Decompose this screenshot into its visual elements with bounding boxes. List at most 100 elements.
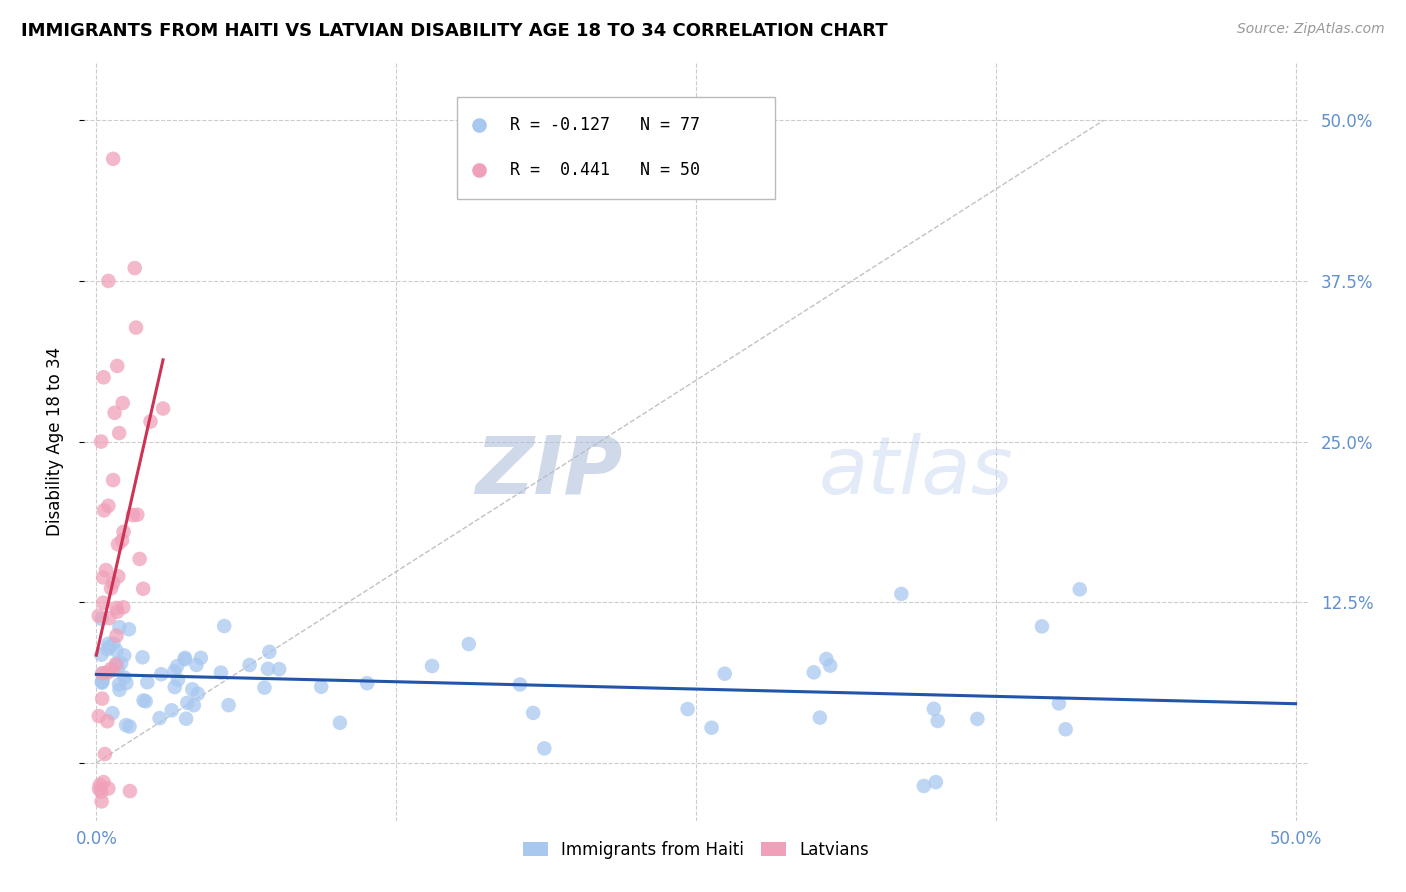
Point [118, 719, 141, 733]
Point [90, 612, 112, 626]
Point [96, 665, 118, 680]
Point [108, 620, 131, 634]
Point [91, 666, 114, 681]
Point [90, 794, 112, 808]
Point [118, 784, 141, 798]
Point [112, 524, 135, 539]
Point [103, 637, 125, 651]
Point [121, 508, 143, 523]
Point [190, 651, 212, 665]
Point [186, 657, 208, 672]
Point [97, 637, 120, 651]
FancyBboxPatch shape [457, 96, 776, 199]
Point [257, 662, 280, 676]
Point [115, 676, 138, 690]
Point [131, 650, 153, 665]
Point [132, 693, 155, 707]
Point [101, 473, 124, 487]
Point [509, 677, 531, 691]
Point [107, 537, 129, 551]
Point [108, 682, 131, 697]
Point [101, 706, 124, 720]
Point [98, 611, 121, 625]
Point [927, 714, 949, 728]
Point [174, 650, 197, 665]
Point [269, 662, 291, 676]
Point [105, 601, 128, 615]
Point [815, 652, 838, 666]
Point [91, 675, 114, 690]
Point [166, 659, 188, 673]
Point [922, 702, 945, 716]
Point [104, 406, 127, 420]
Point [91, 666, 114, 681]
Point [100, 582, 122, 596]
Point [93, 775, 115, 789]
Point [890, 587, 912, 601]
Point [149, 711, 172, 725]
Point [253, 681, 276, 695]
Point [89, 778, 111, 792]
Point [93, 503, 115, 517]
Point [329, 715, 352, 730]
Point [97, 781, 120, 796]
Point [97, 499, 120, 513]
Point [181, 682, 204, 697]
Point [713, 666, 735, 681]
Point [112, 648, 135, 663]
Point [925, 775, 948, 789]
Point [91, 691, 114, 706]
Point [105, 605, 128, 619]
Point [218, 698, 240, 713]
Point [139, 415, 162, 429]
Point [309, 680, 332, 694]
Point [187, 687, 209, 701]
Point [176, 696, 198, 710]
Point [1047, 697, 1070, 711]
Point [91, 596, 114, 610]
Point [112, 600, 135, 615]
Point [259, 645, 281, 659]
Point [107, 569, 129, 583]
Point [105, 629, 128, 643]
Point [356, 676, 378, 690]
Point [522, 706, 544, 720]
Point [127, 508, 149, 522]
Point [93, 370, 115, 384]
Legend: Immigrants from Haiti, Latvians: Immigrants from Haiti, Latvians [516, 834, 876, 865]
Point [101, 575, 124, 590]
Point [966, 712, 988, 726]
Point [101, 663, 124, 677]
Point [108, 425, 131, 440]
Point [420, 659, 443, 673]
Point [91, 570, 114, 584]
Point [112, 671, 135, 685]
Point [803, 665, 825, 680]
Text: Source: ZipAtlas.com: Source: ZipAtlas.com [1237, 22, 1385, 37]
Point [132, 582, 155, 596]
Y-axis label: Disability Age 18 to 34: Disability Age 18 to 34 [45, 347, 63, 536]
Point [136, 675, 159, 690]
Point [108, 677, 131, 691]
Point [110, 656, 132, 670]
Point [1031, 619, 1053, 633]
Point [124, 261, 146, 276]
Point [238, 657, 260, 672]
Point [94, 747, 117, 761]
Text: R =  0.441   N = 50: R = 0.441 N = 50 [510, 161, 700, 179]
Point [98, 640, 121, 654]
Point [173, 652, 195, 666]
Point [87, 709, 110, 723]
Point [160, 703, 183, 717]
Point [90, 785, 112, 799]
Point [183, 698, 205, 713]
Point [90, 674, 112, 689]
Point [174, 712, 197, 726]
Point [96, 714, 118, 729]
Point [111, 396, 134, 410]
Point [107, 661, 129, 675]
Point [105, 657, 128, 671]
Point [152, 401, 174, 416]
Point [818, 658, 841, 673]
Point [209, 665, 232, 680]
